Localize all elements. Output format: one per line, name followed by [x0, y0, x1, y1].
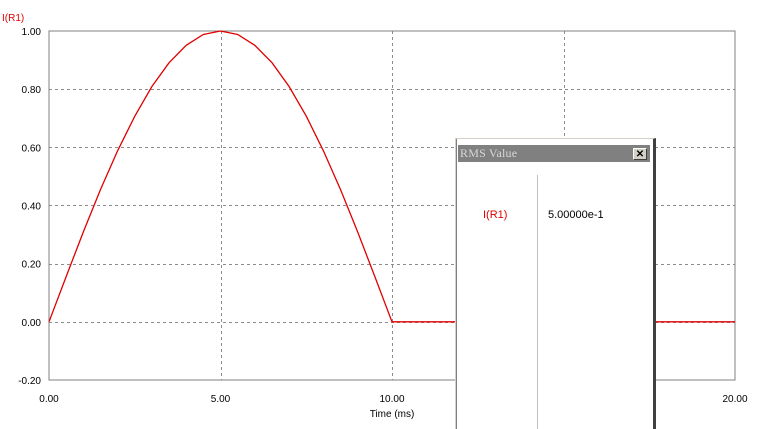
y-tick-label: 0.80: [22, 85, 42, 96]
series-line-i-r1: [48, 30, 735, 323]
y-tick-label: 0.00: [22, 318, 42, 329]
y-tick-label: 0.20: [22, 260, 42, 271]
plot-frame: [48, 30, 736, 381]
x-tick-label: 10.00: [379, 394, 404, 405]
x-tick-labels: 0.00 5.00 10.00 20.00: [39, 394, 748, 405]
y-tick-label: 0.60: [22, 143, 42, 154]
rms-window-body: I(R1) 5.00000e-1: [458, 163, 650, 429]
x-tick-label: 0.00: [39, 394, 59, 405]
rms-trace-value: 5.00000e-1: [548, 209, 604, 221]
column-divider: [537, 175, 538, 429]
y-tick-label: 1.00: [22, 27, 42, 38]
x-tick-label: 5.00: [211, 394, 231, 405]
x-axis-title: Time (ms): [370, 409, 415, 420]
y-tick-labels: -0.20 0.00 0.20 0.40 0.60 0.80 1.00: [18, 27, 41, 387]
y-tick-label: 0.40: [22, 202, 42, 213]
x-tick-label: 20.00: [722, 394, 747, 405]
rms-window-title: RMS Value: [460, 146, 518, 160]
rms-trace-name: I(R1): [483, 209, 508, 221]
rms-value-window[interactable]: RMS Value ✕ I(R1) 5.00000e-1: [455, 138, 656, 429]
close-icon[interactable]: ✕: [633, 147, 647, 160]
rms-window-titlebar[interactable]: RMS Value ✕: [458, 145, 650, 162]
y-tick-label: -0.20: [18, 376, 41, 387]
series-layer: [48, 30, 735, 323]
series-title: I(R1): [2, 13, 24, 24]
